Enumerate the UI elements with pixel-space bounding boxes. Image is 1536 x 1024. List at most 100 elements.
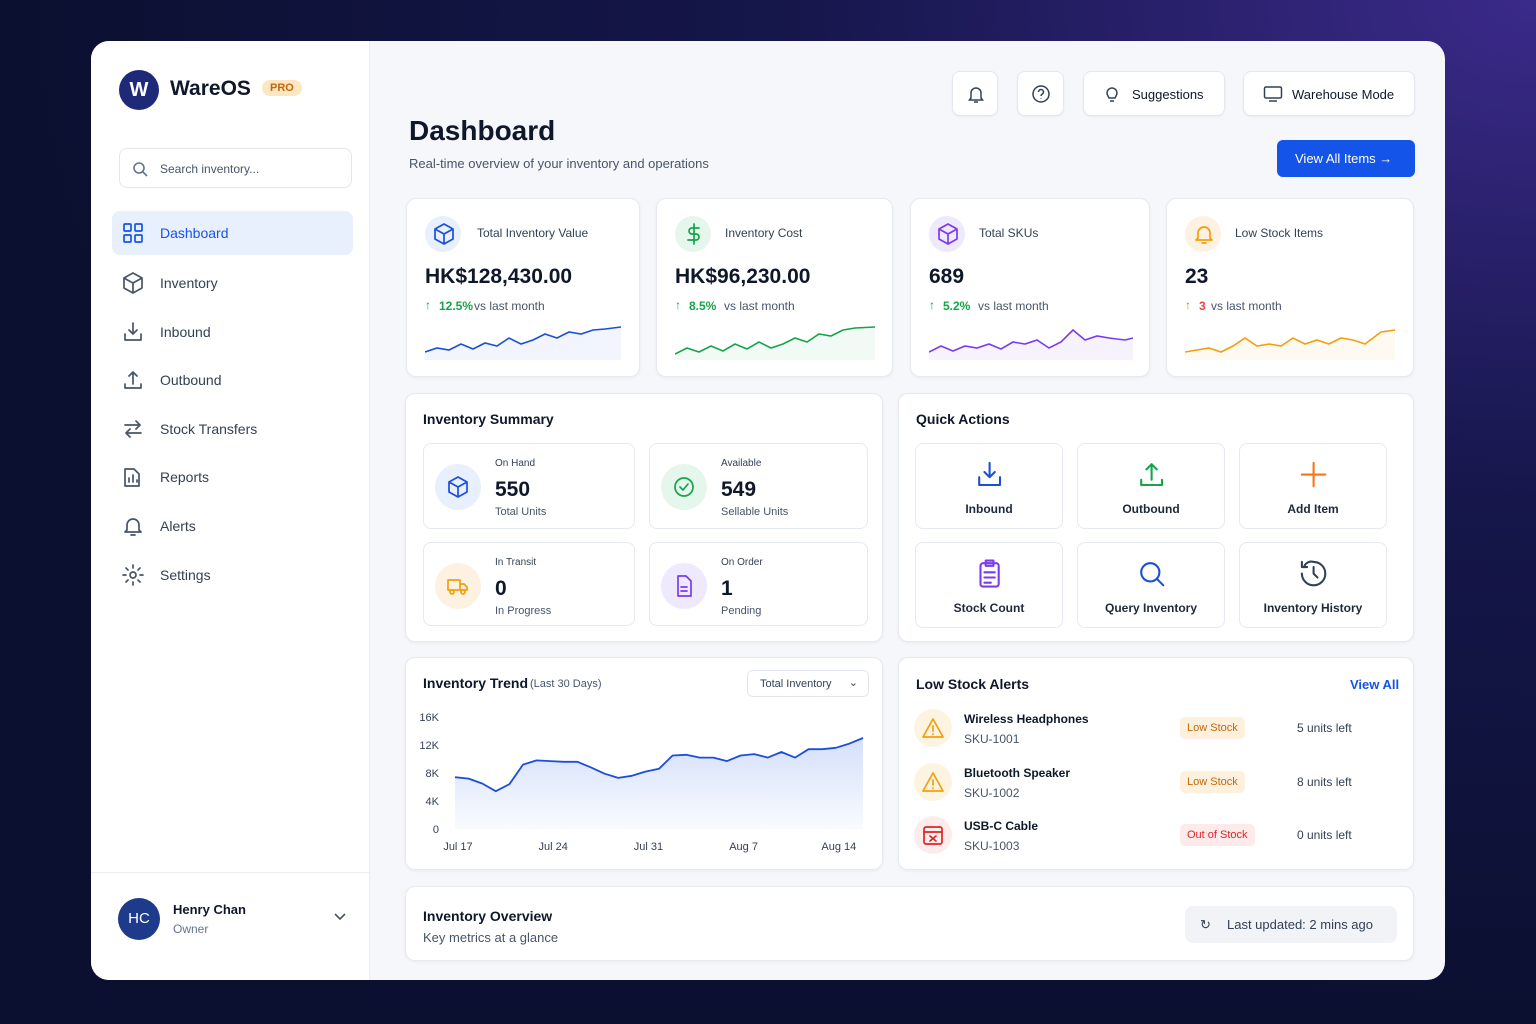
refresh-icon: ↻ xyxy=(1200,917,1211,932)
page-subtitle: Real-time overview of your inventory and… xyxy=(409,156,709,171)
kpi-icon xyxy=(1192,222,1216,251)
user-role: Owner xyxy=(173,922,209,936)
summary-label: On Hand xyxy=(495,458,536,469)
quick-action-tile[interactable]: Outbound xyxy=(1077,443,1225,529)
kpi-arrow: ↑ xyxy=(1185,298,1191,312)
updated-text: Last updated: 2 mins ago xyxy=(1227,917,1373,932)
quick-action-tile[interactable]: Add Item xyxy=(1239,443,1387,529)
divider xyxy=(91,872,370,873)
units-left: 8 units left xyxy=(1297,775,1352,789)
bulb-icon xyxy=(1106,87,1118,102)
view-all-link[interactable]: View All xyxy=(1350,677,1400,692)
suggestions-button[interactable]: Suggestions xyxy=(1083,71,1225,116)
summary-note: In Progress xyxy=(495,605,552,617)
kpi-change: 12.5% xyxy=(439,299,474,313)
sparkline xyxy=(928,324,1149,365)
kpi-change: 5.2% xyxy=(943,299,971,313)
trend-line xyxy=(454,737,864,793)
nav-item[interactable]: Reports xyxy=(160,469,210,485)
user-menu-chevron[interactable] xyxy=(333,912,347,922)
nav-icon xyxy=(121,563,145,592)
kpi-note: vs last month xyxy=(474,299,545,313)
alert-sku: SKU-1001 xyxy=(964,732,1020,746)
search-placeholder: Search inventory... xyxy=(160,162,260,176)
button-label: View All Items xyxy=(1295,151,1376,166)
nav-icon xyxy=(121,465,145,494)
view-all-items-button[interactable]: View All Items → xyxy=(1277,140,1415,177)
nav-item[interactable]: Inventory xyxy=(160,275,218,291)
alert-name: Wireless Headphones xyxy=(964,712,1089,726)
summary-value: 1 xyxy=(721,577,733,600)
summary-note: Total Units xyxy=(495,506,547,518)
quick-action-tile[interactable]: Query Inventory xyxy=(1077,542,1225,628)
dropdown-label: Total Inventory xyxy=(760,678,832,690)
card-title: Quick Actions xyxy=(916,411,1010,427)
button-label: Warehouse Mode xyxy=(1292,87,1395,102)
summary-icon xyxy=(672,475,696,504)
quick-action-label: Inbound xyxy=(965,502,1013,516)
warehouse-mode-button[interactable]: Warehouse Mode xyxy=(1243,71,1415,116)
nav-icon xyxy=(121,320,145,349)
nav-item[interactable]: Settings xyxy=(160,567,211,583)
kpi-label: Total SKUs xyxy=(979,226,1039,240)
alert-name: USB-C Cable xyxy=(964,819,1039,833)
x-tick-label: Aug 7 xyxy=(729,841,758,853)
kpi-icon xyxy=(936,222,960,251)
quick-action-icon xyxy=(974,459,1005,497)
summary-label: Available xyxy=(721,458,762,469)
summary-tile: On Order 1 Pending xyxy=(649,542,868,626)
summary-note: Sellable Units xyxy=(721,506,789,518)
quick-action-icon xyxy=(974,558,1005,596)
summary-tile: Available 549 Sellable Units xyxy=(649,443,868,529)
quick-action-label: Add Item xyxy=(1287,502,1339,516)
nav-item[interactable]: Outbound xyxy=(160,372,222,388)
button-label: Suggestions xyxy=(1132,87,1204,102)
quick-action-tile[interactable]: Stock Count xyxy=(915,542,1063,628)
help-icon xyxy=(1032,85,1050,103)
metric-dropdown[interactable]: Total Inventory ⌄ xyxy=(747,670,869,697)
kpi-icon xyxy=(432,222,456,251)
kpi-label: Inventory Cost xyxy=(725,226,803,240)
status-badge: Low Stock xyxy=(1180,771,1245,793)
quick-action-tile[interactable]: Inventory History xyxy=(1239,542,1387,628)
x-tick-label: Jul 31 xyxy=(634,841,663,853)
kpi-card: Total SKUs 689 ↑ 5.2% vs last month xyxy=(910,198,1150,377)
y-tick-label: 4K xyxy=(426,796,440,808)
sparkline xyxy=(1184,324,1405,365)
y-tick-label: 0 xyxy=(433,824,439,836)
low-stock-alerts-card: Low Stock Alerts View All xyxy=(898,657,1414,870)
monitor-icon xyxy=(1263,86,1283,102)
help-button[interactable] xyxy=(1017,71,1064,116)
alert-sku: SKU-1003 xyxy=(964,839,1020,853)
status-badge: Low Stock xyxy=(1180,717,1245,739)
nav-icon xyxy=(121,514,145,543)
summary-note: Pending xyxy=(721,605,762,617)
quick-action-tile[interactable]: Inbound xyxy=(915,443,1063,529)
kpi-note: vs last month xyxy=(1211,299,1282,313)
nav-icon xyxy=(121,417,145,446)
search-box[interactable]: Search inventory... xyxy=(119,148,352,188)
summary-icon xyxy=(446,574,470,603)
summary-icon-bg xyxy=(661,563,707,609)
nav-item[interactable]: Stock Transfers xyxy=(160,421,258,437)
sparkline xyxy=(674,324,895,365)
kpi-note: vs last month xyxy=(978,299,1049,313)
nav-item[interactable]: Alerts xyxy=(160,518,196,534)
kpi-change: 3 xyxy=(1199,299,1206,313)
chart-title: Inventory Trend xyxy=(423,675,529,691)
alert-sku: SKU-1002 xyxy=(964,786,1020,800)
units-left: 0 units left xyxy=(1297,828,1352,842)
page-title: Dashboard xyxy=(409,115,556,146)
kpi-value: HK$96,230.00 xyxy=(675,265,811,288)
chart-subtitle: (Last 30 Days) xyxy=(530,678,602,690)
nav-item[interactable]: Inbound xyxy=(160,324,211,340)
notifications-button[interactable] xyxy=(952,71,998,116)
alert-name: Bluetooth Speaker xyxy=(964,766,1071,780)
kpi-arrow: ↑ xyxy=(929,298,935,312)
nav-item[interactable]: Dashboard xyxy=(160,225,229,241)
avatar: HC xyxy=(118,898,160,940)
quick-action-label: Query Inventory xyxy=(1104,601,1198,615)
kpi-card: Low Stock Items 23 ↑ 3 vs last month xyxy=(1166,198,1414,377)
quick-action-icon xyxy=(1136,459,1167,497)
kpi-note: vs last month xyxy=(724,299,795,313)
